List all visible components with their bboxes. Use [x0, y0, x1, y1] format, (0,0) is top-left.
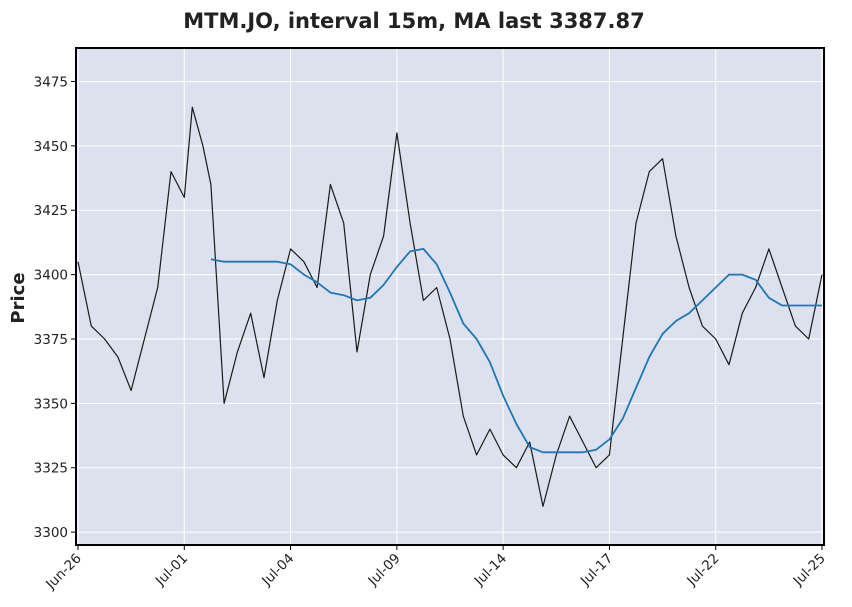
ma-series [210, 248, 822, 454]
y-tick-label: 3450 [34, 139, 68, 155]
x-tick-label: Jun-26 [42, 551, 85, 594]
y-tick-label: 3425 [34, 203, 68, 219]
x-tick-label: Jul-04 [258, 551, 297, 590]
x-tick-label: Jul-17 [577, 551, 616, 590]
x-tick-label: Jul-22 [683, 551, 722, 590]
plot-area [76, 48, 824, 545]
plot-frame [75, 47, 825, 546]
x-tick-label: Jul-14 [471, 551, 510, 590]
y-tick-label: 3325 [34, 461, 68, 477]
y-tick-label: 3300 [34, 525, 68, 541]
ma-line [210, 248, 822, 454]
y-tick-label: 3375 [34, 332, 68, 348]
x-tick-label: Jul-25 [790, 551, 829, 590]
chart-title: MTM.JO, interval 15m, MA last 3387.87 [183, 9, 644, 33]
x-tick-label: Jul-09 [365, 551, 404, 590]
y-axis-ticks: 3300 3325 3350 3375 3400 3425 3450 3475 [34, 74, 76, 541]
x-axis-ticks: Jun-26 Jul-01 Jul-04 Jul-09 Jul-14 Jul-17 Jul-… [42, 545, 829, 593]
x-tick-label: Jul-01 [152, 551, 191, 590]
gridlines [76, 48, 824, 545]
y-tick-label: 3400 [34, 268, 68, 284]
y-tick-label: 3475 [34, 74, 68, 90]
y-tick-label: 3350 [34, 396, 68, 412]
y-axis-label: Price [8, 272, 29, 323]
